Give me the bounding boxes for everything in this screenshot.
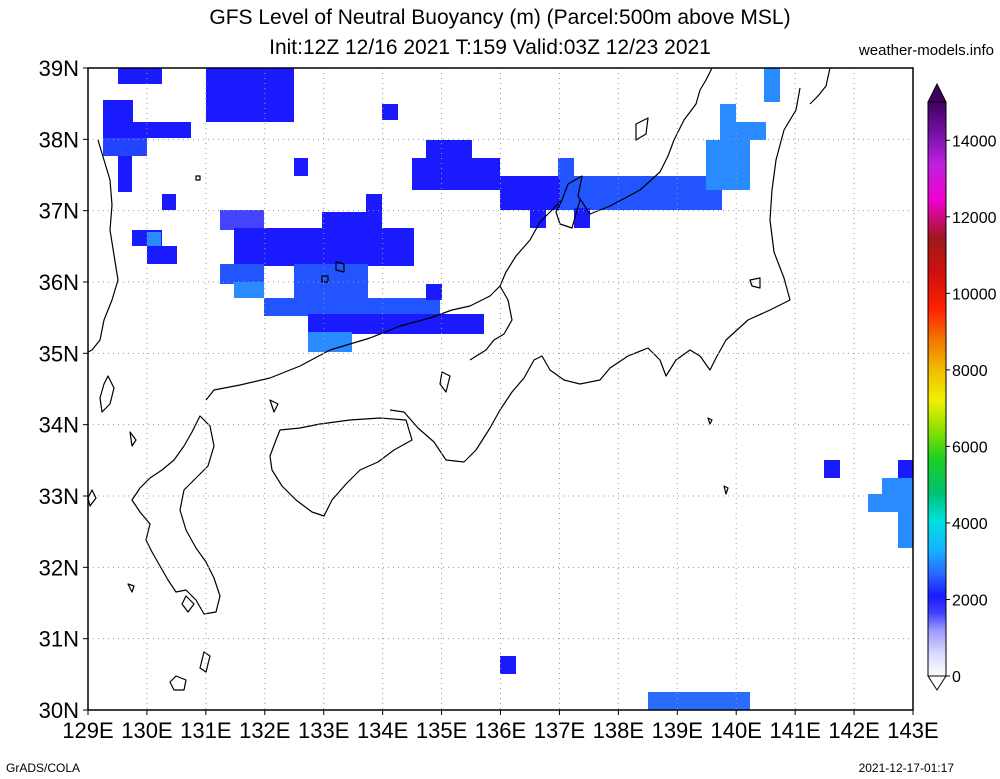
graticule — [88, 68, 913, 710]
coastlines — [88, 68, 831, 691]
lon-label: 130E — [121, 718, 172, 743]
lat-label: 34N — [39, 413, 79, 438]
colorbar-label: 6000 — [952, 439, 988, 456]
lon-label: 143E — [887, 718, 938, 743]
lat-label: 31N — [39, 627, 79, 652]
colorbar-bottom-arrow — [927, 675, 947, 691]
footer-timestamp: 2021-12-17-01:17 — [858, 761, 954, 775]
colorbar-label: 10000 — [952, 286, 997, 303]
lat-label: 36N — [39, 270, 79, 295]
colorbar-fill — [927, 101, 947, 677]
colorbar-label: 8000 — [952, 363, 988, 380]
lon-label: 142E — [828, 718, 879, 743]
lat-label: 37N — [39, 199, 79, 224]
lon-label: 135E — [416, 718, 467, 743]
lon-label: 138E — [593, 718, 644, 743]
colorbar-label: 4000 — [952, 516, 988, 533]
map-title-line1: GFS Level of Neutral Buoyancy (m) (Parce… — [209, 6, 791, 29]
colorbar-label: 14000 — [952, 133, 997, 150]
lon-label: 136E — [475, 718, 526, 743]
lon-label: 137E — [534, 718, 585, 743]
lon-label: 133E — [298, 718, 349, 743]
lon-label: 134E — [357, 718, 408, 743]
lat-label: 33N — [39, 484, 79, 509]
lon-label: 132E — [239, 718, 290, 743]
lnb-shading — [103, 68, 913, 710]
colorbar-top-arrow — [927, 82, 947, 103]
colorbar-label: 2000 — [952, 592, 988, 609]
lat-label: 30N — [39, 698, 79, 723]
colorbar: 0 2000 4000 6000 8000 10000 12000 14000 — [927, 82, 997, 691]
colorbar-label: 12000 — [952, 210, 997, 227]
lat-label: 38N — [39, 127, 79, 152]
lon-label: 141E — [769, 718, 820, 743]
lat-label: 35N — [39, 341, 79, 366]
lon-label: 140E — [711, 718, 762, 743]
lat-label: 39N — [39, 56, 79, 81]
lon-label: 131E — [180, 718, 231, 743]
lon-label: 129E — [62, 718, 113, 743]
site-credit: weather-models.info — [858, 42, 994, 59]
map-title-line2: Init:12Z 12/16 2021 T:159 Valid:03Z 12/2… — [269, 36, 711, 59]
lon-label: 139E — [652, 718, 703, 743]
latitude-labels: 30N 31N 32N 33N 34N 35N 36N 37N 38N 39N — [39, 56, 88, 723]
longitude-labels: 129E 130E 131E 132E 133E 134E 135E 136E 137E 138E… — [62, 710, 939, 743]
footer-credit: GrADS/COLA — [6, 761, 81, 775]
colorbar-label: 0 — [952, 669, 961, 686]
lat-label: 32N — [39, 555, 79, 580]
